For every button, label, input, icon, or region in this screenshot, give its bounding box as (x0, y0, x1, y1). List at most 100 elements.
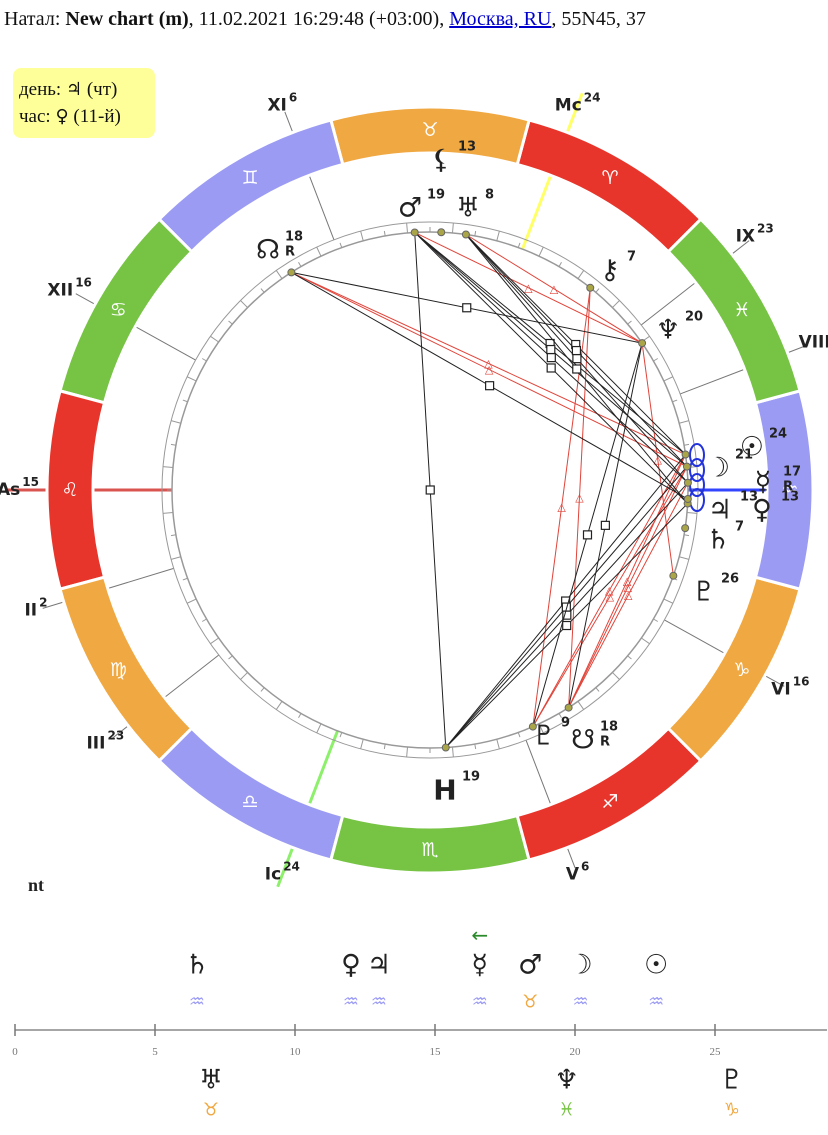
planet-degree: 21 (735, 448, 753, 463)
aspect-line (445, 503, 689, 748)
degree-tick (538, 246, 544, 257)
planet-retro: R (600, 735, 610, 750)
aspect-line (641, 343, 674, 576)
degree-tick (240, 672, 248, 680)
degree-tick (653, 358, 659, 362)
house-degree: 24 (584, 90, 601, 104)
planet-glyph: ♇ (532, 721, 556, 752)
degree-tick (641, 637, 650, 645)
strip-sign: ♓ (559, 1100, 575, 1121)
strip-tick-label: 0 (12, 1046, 18, 1058)
house-cusp-line (525, 740, 552, 805)
strip-tick-label: 20 (570, 1046, 582, 1058)
degree-tick (538, 723, 544, 734)
strip-tick-label: 15 (430, 1046, 442, 1058)
degree-tick (577, 701, 585, 710)
aspect-symbol (600, 520, 610, 530)
aspect-symbol (546, 363, 556, 373)
house-cusp-line (680, 368, 745, 395)
aspect-symbol (561, 596, 571, 606)
sign-glyph: ♎ (241, 791, 258, 813)
conjunction-ring (689, 473, 705, 497)
degree-tick (612, 672, 620, 680)
house-degree: 6 (581, 860, 589, 874)
aspect-line (414, 232, 643, 344)
planet-dot (683, 478, 692, 487)
planet-retro: R (285, 245, 295, 260)
planet-glyph: ☋ (571, 725, 595, 756)
house-label: VIII (799, 332, 828, 352)
strip-sign: ♒ (648, 992, 664, 1013)
planet-dot (461, 230, 470, 239)
conjunction-ring (689, 443, 705, 467)
degree-tick (474, 743, 477, 750)
strip-planet: ♄ (185, 950, 209, 981)
aspect-symbol: △ (557, 501, 566, 514)
aspect-line (465, 234, 643, 344)
degree-tick (260, 288, 265, 293)
aspect-line (465, 234, 689, 484)
planet-dot (683, 499, 692, 508)
house-cusp-line (75, 293, 96, 305)
house-cusp-line (284, 111, 294, 133)
house-label: III 23 (86, 729, 124, 754)
degree-tick (186, 376, 197, 382)
degree-tick (210, 335, 219, 343)
aspect-symbol (485, 381, 495, 391)
aspect-line (568, 466, 688, 708)
aspect-symbol: △ (484, 357, 493, 370)
place-link[interactable]: Москва, RU (449, 8, 552, 30)
day-name: (чт) (86, 79, 118, 100)
aspect-line (568, 454, 687, 708)
degree-tick (182, 577, 188, 581)
degree-tick (170, 534, 177, 537)
degree-tick (474, 230, 477, 237)
planet-glyph: ☿ (755, 467, 772, 498)
aspect-line (568, 482, 689, 708)
planet-glyph: ♄ (706, 525, 730, 556)
hour-label: час: (19, 106, 51, 127)
aspect-symbol (571, 345, 582, 356)
chart-name: New chart (m) (65, 8, 189, 30)
degree-tick (686, 511, 698, 514)
house-degree: 23 (107, 729, 124, 743)
aspect-line (291, 271, 643, 344)
aspect-symbol (545, 338, 555, 349)
degree-tick (240, 300, 248, 308)
degree-tick (595, 687, 600, 692)
aspect-symbol (562, 610, 572, 620)
degree-tick (679, 420, 689, 424)
strip-tick-label: 25 (710, 1046, 722, 1058)
house-cusp-line (566, 847, 576, 869)
degree-tick (612, 300, 620, 308)
aspect-symbol (462, 303, 472, 313)
house-degree: 16 (75, 275, 92, 289)
day-label: день: (19, 79, 62, 100)
planet-dot (564, 703, 573, 712)
house-number: VIII (799, 332, 828, 352)
sign-segment (45, 389, 107, 591)
degree-tick (228, 655, 233, 660)
sign-segment (666, 217, 802, 405)
sign-glyph: ♌ (61, 479, 78, 501)
sign-segment (157, 118, 345, 254)
degree-tick (663, 376, 674, 382)
planet-dot (437, 228, 446, 237)
degree-tick (316, 723, 322, 734)
degree-tick (595, 288, 600, 293)
house-cusp-line (764, 675, 785, 687)
chart-code: nt (28, 875, 44, 895)
planet-dot (287, 268, 296, 277)
degree-tick (170, 443, 177, 446)
sign-glyph: ♐ (601, 791, 618, 813)
house-degree: 23 (757, 221, 774, 235)
planet-dot (528, 722, 537, 731)
sign-glyph: ♓ (733, 299, 750, 321)
house-label: Ic 24 (265, 860, 300, 885)
strip-planet: ♃ (367, 950, 391, 981)
strip-planet: ♀ (341, 950, 361, 981)
aspect-symbol: △ (624, 589, 633, 602)
degree-tick (316, 246, 322, 257)
planet-glyph: ♇ (692, 577, 716, 608)
degree-tick (275, 270, 283, 279)
